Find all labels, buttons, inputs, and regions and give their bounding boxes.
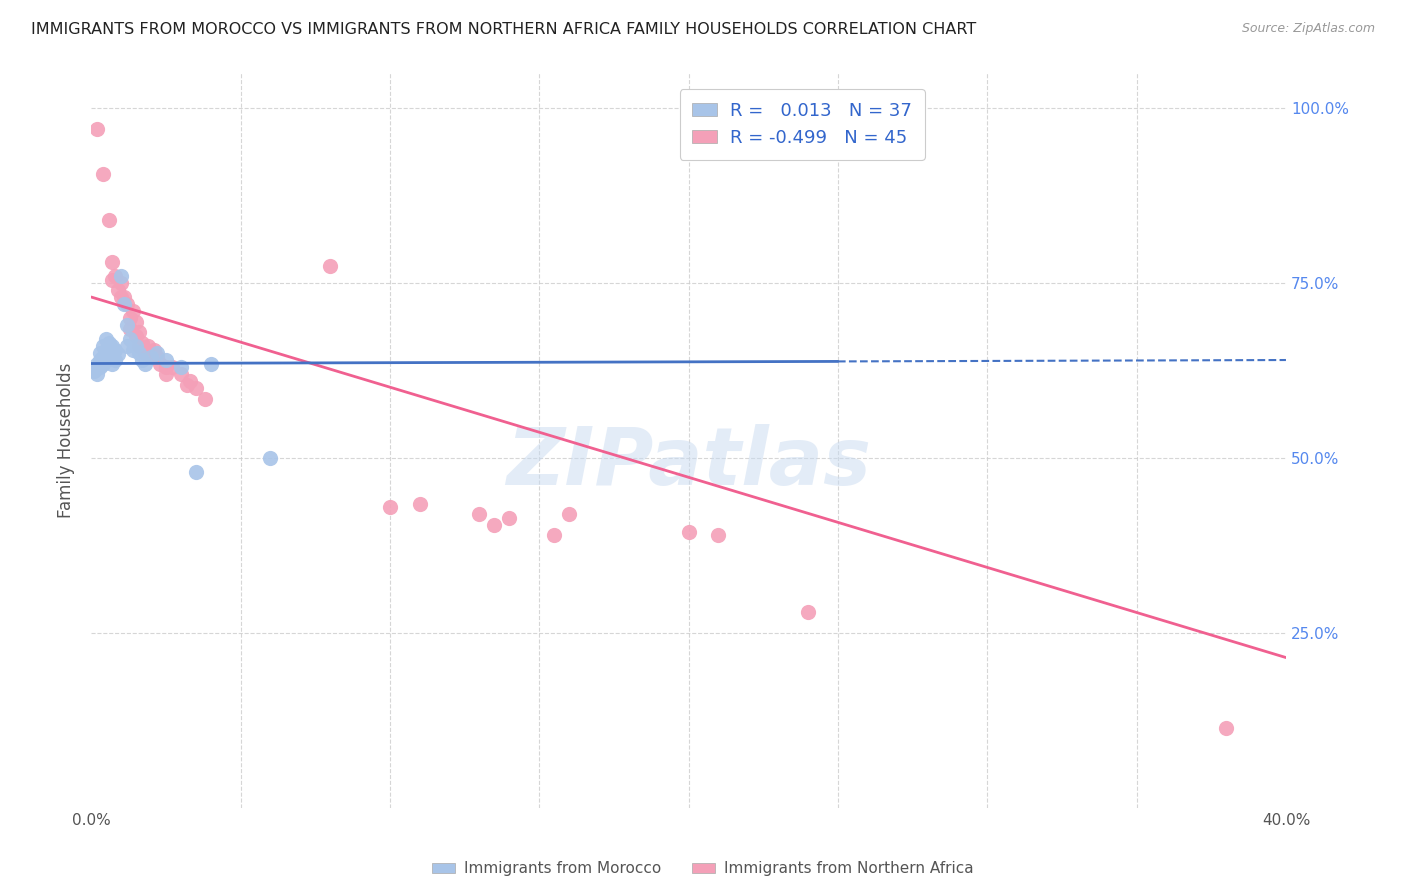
Point [91,168,114,182]
Point [128,346,150,360]
Point [797,605,820,619]
Point [118,332,141,346]
Point [110,290,132,304]
Point [94,353,117,368]
Point [707,528,730,542]
Point [101,272,124,286]
Point [89,359,111,374]
Point [125,314,148,328]
Point [678,524,700,539]
Point [131,335,153,350]
Point [110,268,132,283]
Point [146,346,169,360]
Point [136,339,159,353]
Y-axis label: Family Households: Family Households [58,363,75,518]
Point [155,359,177,374]
Point [179,374,201,388]
Point [184,465,207,479]
Point [89,353,111,368]
Point [128,325,150,339]
Point [125,339,148,353]
Point [101,350,124,364]
Point [122,304,145,318]
Point [91,339,114,353]
Point [543,528,565,542]
Point [118,321,141,335]
Point [104,353,127,368]
Point [86,367,108,381]
Point [94,332,117,346]
Point [104,343,127,357]
Point [115,297,138,311]
Point [91,350,114,364]
Text: ZIPatlas: ZIPatlas [506,424,872,501]
Point [98,346,121,360]
Point [170,359,193,374]
Point [378,500,401,514]
Point [498,510,520,524]
Point [122,343,145,357]
Point [94,343,117,357]
Text: Source: ZipAtlas.com: Source: ZipAtlas.com [1241,22,1375,36]
Point [160,359,183,374]
Point [170,367,193,381]
Point [86,357,108,371]
Point [155,353,177,368]
Point [259,450,281,465]
Point [101,339,124,353]
Point [107,283,129,297]
Point [319,259,342,273]
Point [86,122,108,136]
Legend: Immigrants from Morocco, Immigrants from Northern Africa: Immigrants from Morocco, Immigrants from… [426,855,980,882]
Point [142,343,165,357]
Point [115,318,138,332]
Point [101,357,124,371]
Point [139,350,162,364]
Point [98,335,121,350]
Point [146,350,169,364]
Point [139,350,162,364]
Point [112,290,135,304]
Point [107,347,129,361]
Point [200,357,222,371]
Point [128,339,150,353]
Point [149,357,172,371]
Point [176,377,198,392]
Point [118,311,141,326]
Point [115,339,138,353]
Point [184,381,207,395]
Point [83,363,105,377]
Point [131,353,153,368]
Legend: R =   0.013   N = 37, R = -0.499   N = 45: R = 0.013 N = 37, R = -0.499 N = 45 [679,89,925,160]
Point [194,392,217,406]
Point [89,346,111,360]
Text: IMMIGRANTS FROM MOROCCO VS IMMIGRANTS FROM NORTHERN AFRICA FAMILY HOUSEHOLDS COR: IMMIGRANTS FROM MOROCCO VS IMMIGRANTS FR… [31,22,976,37]
Point [91,357,114,371]
Point [1215,721,1237,735]
Point [484,517,506,532]
Point [101,255,124,269]
Point [134,357,156,371]
Point [134,346,156,360]
Point [98,213,121,227]
Point [125,328,148,343]
Point [155,367,177,381]
Point [104,268,127,283]
Point [558,507,581,521]
Point [110,276,132,290]
Point [409,497,432,511]
Point [468,507,491,521]
Point [112,297,135,311]
